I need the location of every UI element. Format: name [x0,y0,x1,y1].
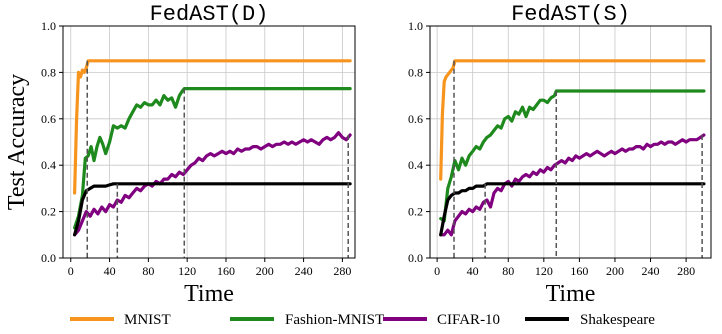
x-tick-label: 200 [256,264,274,278]
x-tick-label: 240 [642,264,660,278]
y-tick-label: 0.4 [408,158,423,172]
series-line-mnist [72,59,352,195]
series-line-shakespeare [439,182,706,237]
y-tick-label: 1.0 [408,19,423,33]
x-tick-label: 240 [295,264,313,278]
legend-label: CIFAR-10 [437,312,500,328]
plot-frame [62,25,356,259]
plot-frame [429,25,712,259]
x-tick-label: 120 [178,264,196,278]
y-tick-label: 0.4 [41,158,56,172]
x-tick-label: 200 [606,264,624,278]
y-tick-label: 0.6 [408,112,423,126]
series-line-cifar-10 [72,131,352,237]
series-line-fashion-mnist [439,89,706,223]
x-tick-label: 0 [68,264,74,278]
y-axis-label: Test Accuracy [4,74,30,210]
x-tick-label: 0 [434,264,440,278]
series-line-shakespeare [72,182,352,237]
y-tick-label: 1.0 [41,19,56,33]
x-tick-label: 80 [142,264,154,278]
y-tick-label: 0.0 [408,251,423,265]
x-tick-label: 120 [535,264,553,278]
panel-fedast-d: 0 40 80 120 160 200 240 280 0.0 0.2 0.4 0.6 0.8 1.0 Fe… [4,2,356,307]
chart-title: FedAST(S) [511,2,630,27]
y-tick-label: 0.8 [41,65,56,79]
y-tick-label: 0.2 [408,205,423,219]
x-tick-label: 80 [502,264,514,278]
legend: MNIST Fashion-MNIST CIFAR-10 Shakespeare [70,312,655,328]
y-tick-label: 0.2 [41,205,56,219]
series-line-fashion-mnist [72,86,352,230]
panel-fedast-s: 0 40 80 120 160 200 240 280 0.0 0.2 0.4 0.6 0.8 1.0 Fe… [408,2,712,307]
y-tick-label: 0.0 [41,251,56,265]
x-tick-label: 40 [104,264,116,278]
x-tick-label: 160 [217,264,235,278]
series-line-mnist [439,59,706,181]
x-tick-label: 280 [677,264,695,278]
x-tick-label: 40 [467,264,479,278]
legend-label: Fashion-MNIST [285,312,384,328]
chart-title: FedAST(D) [150,2,269,27]
x-tick-label: 280 [333,264,351,278]
legend-label: Shakespeare [580,312,655,328]
legend-label: MNIST [124,312,171,328]
x-axis-label: Time [546,281,596,307]
y-tick-label: 0.6 [41,112,56,126]
x-tick-label: 160 [570,264,588,278]
y-tick-label: 0.8 [408,65,423,79]
x-axis-label: Time [184,281,234,307]
